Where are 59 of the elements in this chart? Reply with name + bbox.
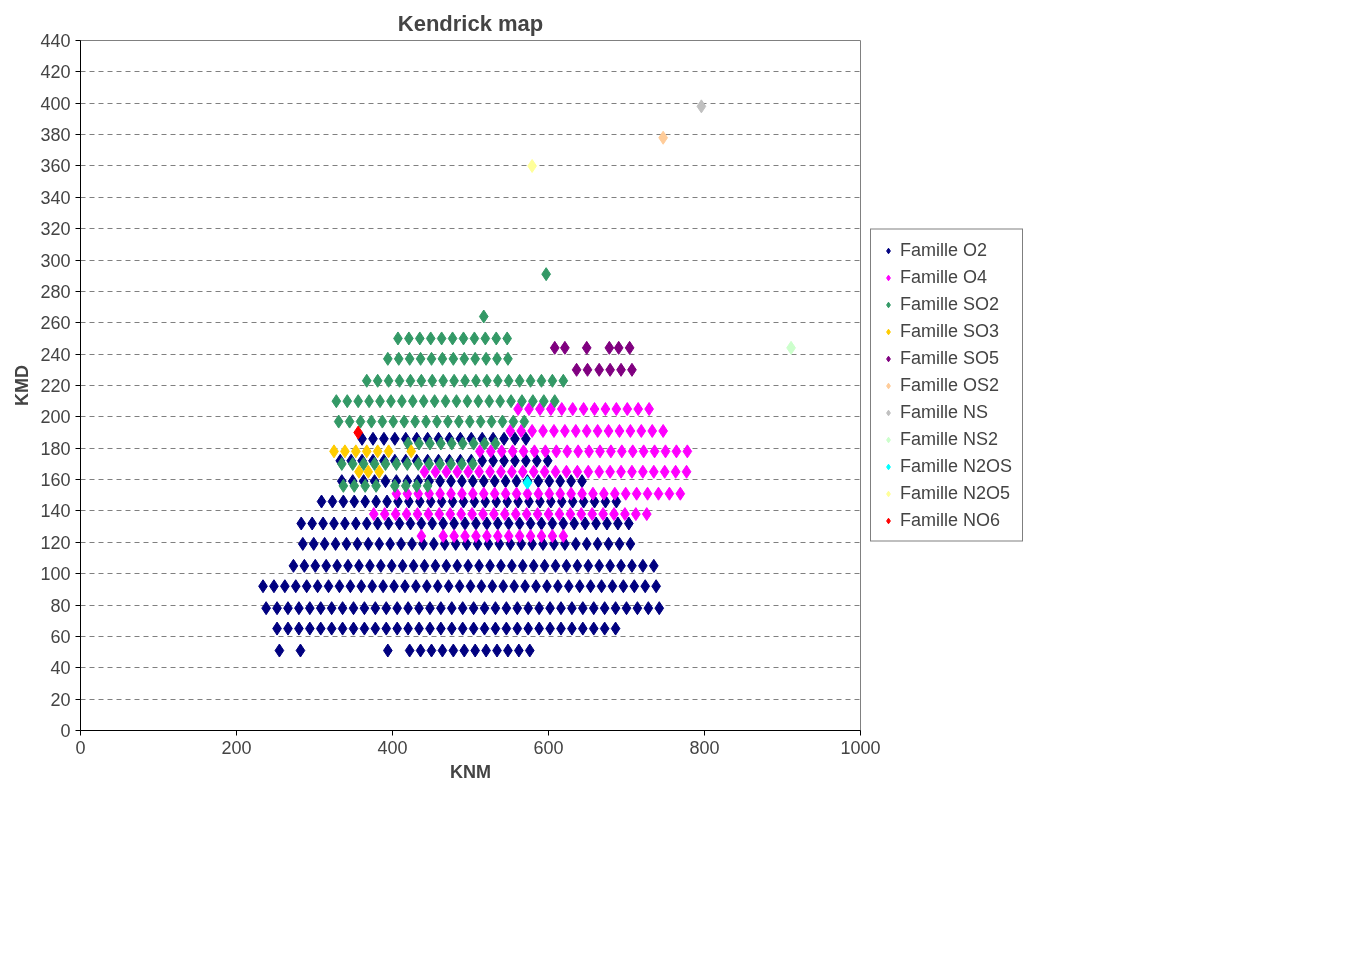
y-tick-label: 420	[40, 62, 71, 83]
point	[363, 464, 374, 479]
y-tick-label: 440	[40, 31, 71, 51]
point	[372, 444, 383, 459]
y-tick-label: 340	[40, 187, 71, 208]
point	[624, 340, 635, 355]
y-tick-label: 160	[40, 470, 71, 491]
y-tick-label: 220	[40, 376, 71, 396]
y-tick-label: 60	[50, 626, 71, 647]
legend-label: Famille SO5	[900, 347, 1000, 369]
x-tick-label: 600	[533, 737, 564, 758]
legend-label: Famille N2O5	[900, 482, 1011, 504]
y-tick-label: 360	[40, 156, 71, 177]
y-tick-label: 380	[40, 125, 71, 146]
point	[613, 340, 624, 355]
legend-label: Famille SO3	[900, 320, 1000, 342]
point	[374, 464, 385, 479]
point	[582, 362, 593, 377]
point	[571, 362, 582, 377]
y-tick-label: 400	[40, 93, 71, 114]
point	[594, 362, 605, 377]
point	[353, 425, 364, 440]
legend-label: Famille NS2	[900, 428, 999, 450]
legend-label: Famille SO2	[900, 293, 1000, 315]
chart-title: Kendrick map	[397, 10, 544, 36]
legend-label: Famille N2OS	[900, 455, 1013, 477]
y-tick-label: 320	[40, 219, 71, 240]
y-tick-label: 20	[50, 689, 71, 710]
y-tick-label: 200	[40, 407, 71, 428]
x-tick-label: 800	[689, 737, 720, 758]
x-tick-label: 200	[221, 737, 252, 758]
y-tick-label: 100	[40, 564, 71, 585]
point	[549, 340, 560, 355]
legend-label: Famille NS	[900, 401, 989, 423]
y-axis-title: KMD	[12, 365, 33, 406]
y-tick-label: 300	[40, 250, 71, 271]
y-tick-label: 140	[40, 501, 71, 522]
point	[383, 444, 394, 459]
point	[696, 99, 707, 114]
y-tick-label: 120	[40, 532, 71, 553]
legend-label: Famille NO6	[900, 509, 1001, 531]
point	[361, 444, 372, 459]
x-axis-title: KNM	[450, 761, 491, 782]
y-tick-label: 260	[40, 313, 71, 334]
y-tick-label: 280	[40, 281, 71, 302]
y-tick-label: 80	[50, 595, 71, 616]
y-tick-label: 180	[40, 438, 71, 459]
y-tick-label: 0	[60, 721, 71, 741]
point	[604, 340, 615, 355]
legend-label: Famille OS2	[900, 374, 1000, 396]
y-tick-label: 40	[50, 658, 71, 679]
y-tick-label: 240	[40, 344, 71, 365]
point	[581, 340, 592, 355]
legend-label: Famille O4	[900, 266, 988, 288]
point	[406, 444, 417, 459]
x-tick-label: 0	[75, 737, 86, 758]
legend-label: Famille O2	[900, 239, 988, 261]
x-tick-label: 400	[377, 737, 408, 758]
x-tick-label: 1000	[840, 737, 881, 758]
